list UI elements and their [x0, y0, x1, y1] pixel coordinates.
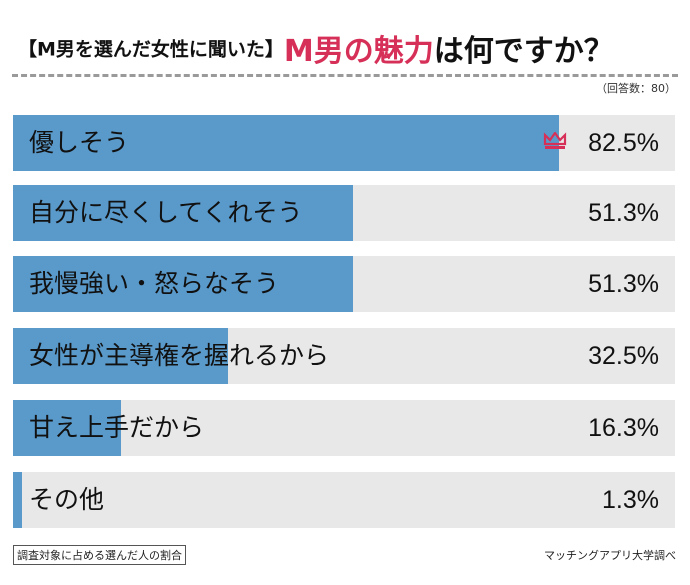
chart-title: 【M男を選んだ女性に聞いた】M男の魅力は何ですか？	[18, 26, 614, 70]
title-divider	[12, 74, 678, 77]
category-label: 自分に尽くしてくれそう	[29, 198, 303, 227]
bar-track: その他 1.3%	[13, 472, 675, 528]
respondent-count: （回答数：80）	[596, 82, 676, 95]
crown-icon	[543, 131, 567, 156]
category-label: 甘え上手だから	[29, 413, 205, 442]
value-label: 51.3%	[588, 199, 659, 227]
bar	[13, 256, 353, 312]
bar	[13, 115, 560, 171]
category-label: その他	[29, 485, 105, 514]
value-label: 82.5%	[588, 129, 659, 157]
bar	[13, 472, 22, 528]
value-label: 16.3%	[588, 414, 659, 442]
category-label: 優しそう	[29, 128, 130, 157]
bar	[13, 400, 121, 456]
value-label: 51.3%	[588, 270, 659, 298]
category-label: 女性が主導権を握れるから	[29, 341, 330, 370]
title-highlight: M男の魅力	[283, 34, 434, 69]
title-suffix: は何ですか？	[433, 34, 614, 69]
value-label: 32.5%	[588, 342, 659, 370]
bar-track: 自分に尽くしてくれそう 51.3%	[13, 185, 675, 241]
bar	[13, 185, 353, 241]
bar	[13, 328, 229, 384]
title-prefix: 【M男を選んだ女性に聞いた】	[18, 38, 284, 61]
source: マッチングアプリ大学調べ	[544, 549, 676, 562]
footnote: 調査対象に占める選んだ人の割合	[13, 545, 186, 565]
category-label: 我慢強い・怒らなそう	[29, 269, 280, 298]
value-label: 1.3%	[602, 486, 659, 514]
bar-track: 女性が主導権を握れるから 32.5%	[13, 328, 675, 384]
bar-track: 我慢強い・怒らなそう 51.3%	[13, 256, 675, 312]
bar-track: 優しそう 82.5%	[13, 115, 675, 171]
bar-track: 甘え上手だから 16.3%	[13, 400, 675, 456]
